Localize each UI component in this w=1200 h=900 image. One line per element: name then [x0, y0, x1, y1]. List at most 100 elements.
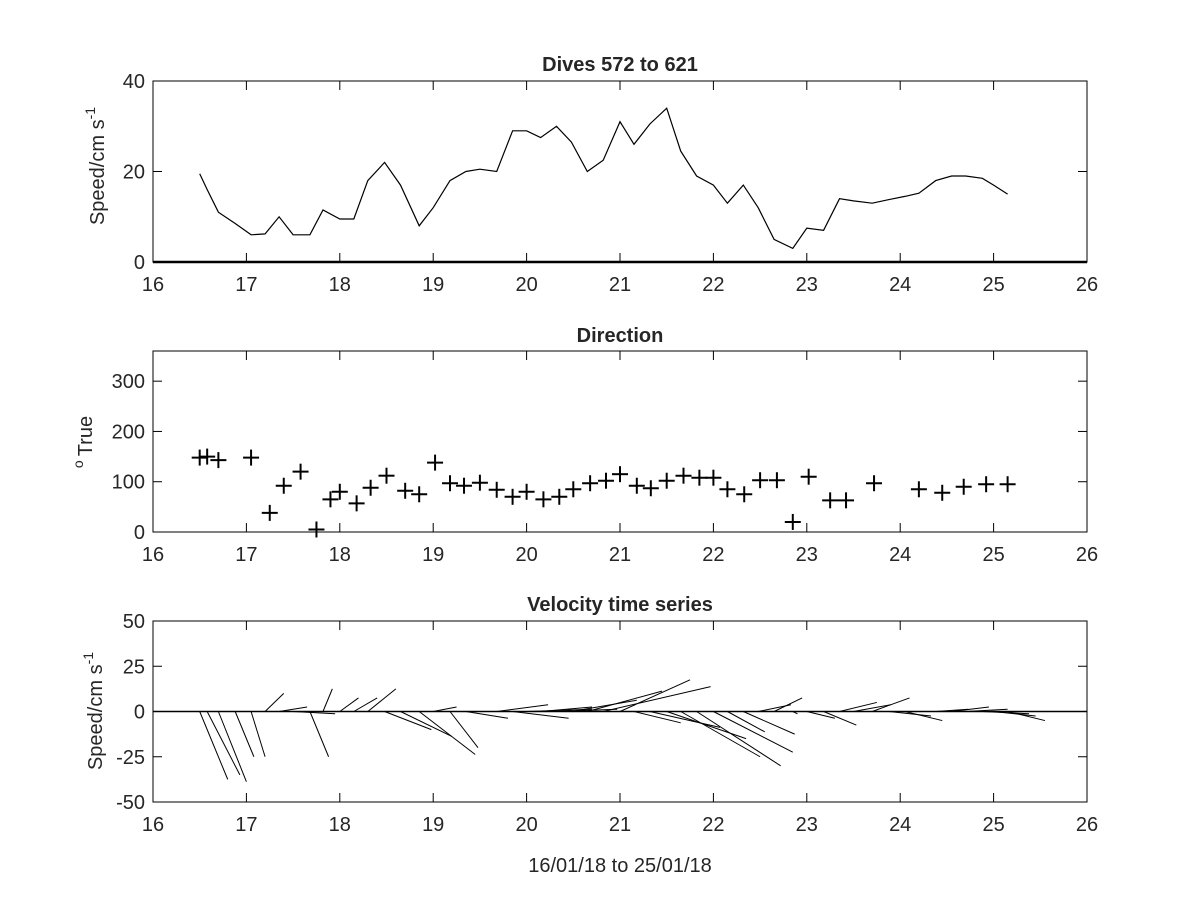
velocity-stick [935, 708, 969, 712]
velocity-stick [839, 701, 877, 712]
velocity-stick [339, 697, 359, 712]
direction-point [675, 467, 692, 484]
direction-point [210, 452, 227, 469]
speed-ytick-label: 0 [134, 252, 145, 274]
speed-xtick-label: 22 [702, 274, 724, 296]
direction-point [955, 478, 972, 495]
velocity-stick [680, 711, 761, 758]
direction-point [362, 479, 379, 496]
direction-point [308, 521, 325, 538]
direction-point [910, 481, 927, 498]
velocity-stick [696, 711, 781, 767]
direction-point [784, 513, 801, 530]
direction-point [551, 488, 568, 505]
velocity-xtick-label: 16 [142, 814, 164, 836]
direction-point [199, 448, 216, 465]
velocity-xtick-label: 22 [702, 814, 724, 836]
velocity-stick [449, 711, 479, 749]
velocity-stick [1007, 711, 1046, 722]
velocity-stick [556, 708, 618, 712]
velocity-panel-ylabel-exponent: -1 [80, 652, 96, 665]
velocity-stick [853, 704, 891, 712]
direction-ytick-label: 200 [112, 421, 145, 443]
direction-point [322, 491, 339, 508]
velocity-stick [773, 697, 803, 712]
direction-point [518, 483, 535, 500]
velocity-stick [806, 711, 835, 719]
direction-point [456, 477, 473, 494]
velocity-panel-xlabel: 16/01/18 to 25/01/18 [528, 855, 712, 877]
velocity-stick [587, 690, 663, 712]
direction-point [275, 477, 292, 494]
speed-xtick-label: 25 [982, 274, 1004, 296]
speed-ytick-label: 40 [123, 71, 145, 93]
speed-xtick-label: 16 [142, 274, 164, 296]
velocity-stick [993, 711, 1036, 717]
speed-xtick-label: 21 [609, 274, 631, 296]
speed-panel-ylabel: Speed/cm s-1 [82, 107, 109, 225]
direction-panel-ylabel-text: True [75, 416, 97, 456]
direction-point [752, 472, 769, 489]
direction-point [348, 495, 365, 512]
direction-xtick-label: 21 [609, 544, 631, 566]
direction-point [582, 475, 599, 492]
direction-xtick-label: 20 [515, 544, 537, 566]
velocity-stick [571, 699, 637, 712]
direction-point [471, 474, 488, 491]
direction-point [978, 476, 995, 493]
direction-xtick-label: 26 [1076, 544, 1098, 566]
velocity-ytick-label: 0 [134, 702, 145, 724]
velocity-stick [540, 706, 593, 712]
direction-point [292, 463, 309, 480]
velocity-stick [823, 711, 857, 726]
direction-point [800, 468, 817, 485]
direction-point [504, 488, 521, 505]
speed-xtick-label: 17 [235, 274, 257, 296]
direction-point [628, 477, 645, 494]
direction-point [442, 475, 459, 492]
velocity-stick [904, 711, 943, 722]
velocity-stick [512, 711, 569, 719]
direction-panel-ylabel: o True [70, 416, 97, 468]
velocity-stick [367, 688, 397, 712]
velocity-stick [713, 711, 794, 753]
direction-point [397, 482, 414, 499]
speed-panel: Dives 572 to 621 Speed/cm s-1 16 17 18 19 20… [82, 54, 1098, 296]
velocity-stick [666, 711, 747, 740]
velocity-stick [322, 688, 333, 712]
velocity-stick [206, 711, 241, 776]
velocity-stick [400, 711, 453, 737]
direction-point [597, 472, 614, 489]
direction-point [411, 486, 428, 503]
speed-ytick-label: 20 [123, 162, 145, 184]
velocity-stick [965, 708, 1008, 712]
direction-point [705, 469, 722, 486]
direction-point [642, 480, 659, 497]
speed-xtick-label: 20 [515, 274, 537, 296]
direction-point [866, 475, 883, 492]
velocity-xtick-label: 25 [982, 814, 1004, 836]
direction-point [658, 472, 675, 489]
velocity-ytick-label: -25 [116, 747, 145, 769]
direction-xtick-label: 16 [142, 544, 164, 566]
direction-point [378, 467, 395, 484]
velocity-panel-ylabel: Speed/cm s-1 [80, 652, 107, 770]
velocity-xtick-label: 17 [235, 814, 257, 836]
velocity-xtick-label: 23 [796, 814, 818, 836]
direction-xtick-label: 24 [889, 544, 911, 566]
velocity-stick [888, 711, 932, 717]
speed-panel-ylabel-text: Speed/cm s [87, 119, 109, 225]
velocity-xtick-label: 20 [515, 814, 537, 836]
velocity-stick [872, 697, 910, 712]
direction-point [999, 476, 1016, 493]
velocity-xtick-label: 21 [609, 814, 631, 836]
direction-point [261, 504, 278, 521]
speed-xtick-label: 26 [1076, 274, 1098, 296]
direction-point [331, 483, 348, 500]
speed-panel-title: Dives 572 to 621 [542, 54, 698, 76]
velocity-stick [264, 693, 285, 712]
direction-ytick-label: 300 [112, 371, 145, 393]
direction-point [934, 484, 951, 501]
velocity-xtick-label: 24 [889, 814, 911, 836]
